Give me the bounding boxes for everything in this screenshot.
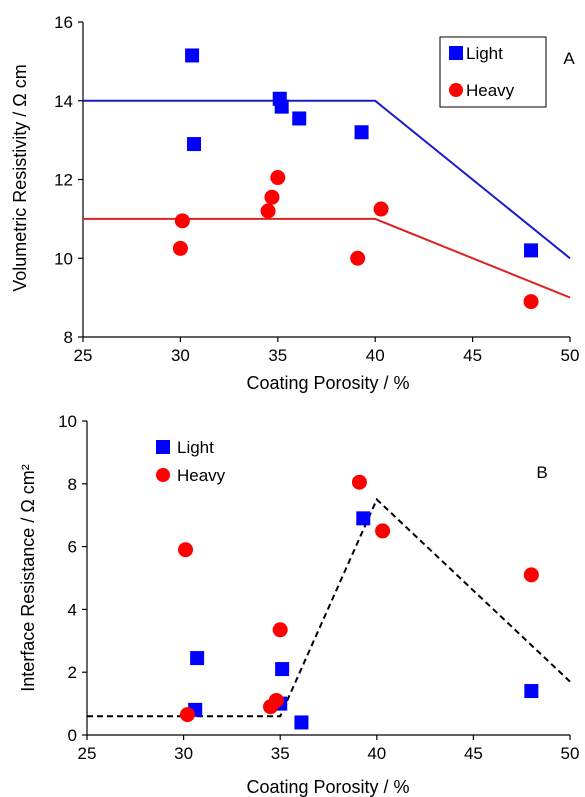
data-point-heavy — [260, 203, 276, 219]
data-point-light — [187, 137, 202, 152]
x-tick-label: 30 — [171, 346, 190, 365]
x-tick-label: 50 — [561, 346, 580, 365]
legend: Light Heavy — [156, 438, 226, 485]
y-tick-label: 16 — [54, 13, 73, 32]
data-point-light — [356, 511, 371, 526]
legend: Light Heavy — [439, 36, 547, 108]
y-tick-label: 8 — [68, 475, 77, 494]
x-axis-label: Coating Porosity / % — [246, 777, 409, 797]
y-tick-label: 12 — [54, 171, 73, 190]
data-point-heavy — [272, 622, 288, 638]
y-axis-title: Volumetric Resistivity / Ω cm — [10, 64, 30, 292]
data-point-heavy — [264, 189, 280, 205]
data-point-light — [294, 715, 309, 730]
data-point-heavy — [523, 294, 539, 310]
data-point-heavy — [178, 542, 194, 558]
plot-area: 25 30 35 40 45 50 8 10 12 14 16 — [54, 13, 579, 365]
y-axis-label: Interface Resistance / Ω cm² — [18, 464, 38, 692]
legend-marker-heavy — [449, 83, 463, 97]
panel-label: B — [536, 463, 547, 482]
y-tick-label: 14 — [54, 92, 73, 111]
x-tick-label: 25 — [78, 744, 97, 763]
trend-line — [83, 217, 571, 299]
y-tick-label: 0 — [68, 726, 77, 745]
legend-marker-heavy — [156, 468, 170, 482]
x-tick-label: 35 — [268, 346, 287, 365]
legend-label-heavy: Heavy — [466, 81, 515, 100]
x-tick-label: 45 — [463, 346, 482, 365]
data-point-light — [524, 684, 539, 699]
data-point-light — [274, 99, 289, 114]
x-tick-label: 45 — [464, 744, 483, 763]
data-point-heavy — [270, 170, 286, 186]
data-point-light — [190, 651, 205, 666]
panel-label: A — [563, 49, 575, 68]
data-point-heavy — [523, 567, 539, 583]
y-tick-label: 6 — [68, 538, 77, 557]
y-tick-label: 10 — [58, 412, 77, 431]
x-tick-label: 50 — [561, 744, 580, 763]
data-point-heavy — [350, 250, 366, 266]
x-tick-label: 25 — [74, 346, 93, 365]
x-tick-label: 30 — [174, 744, 193, 763]
legend-label-light: Light — [466, 44, 503, 63]
x-tick-label: 40 — [366, 346, 385, 365]
legend-label-light: Light — [177, 438, 214, 457]
y-axis-label: Volumetric Resistivity / Ω cm — [10, 64, 30, 292]
data-point-heavy — [268, 692, 284, 708]
y-tick-label: 4 — [68, 600, 77, 619]
chart-b: Interface Resistance / Ω cm² Coating Por… — [18, 412, 579, 797]
y-tick-label: 10 — [54, 249, 73, 268]
data-point-heavy — [373, 201, 389, 217]
data-point-light — [185, 48, 200, 63]
data-point-light — [292, 111, 307, 126]
y-axis-title: Interface Resistance / Ω cm² — [18, 464, 38, 692]
x-tick-label: 40 — [367, 744, 386, 763]
y-tick-label: 2 — [68, 663, 77, 682]
x-axis-label: Coating Porosity / % — [246, 373, 409, 393]
data-point-light — [524, 243, 539, 258]
data-point-heavy — [172, 240, 188, 256]
trend-line — [87, 497, 571, 718]
x-tick-label: 35 — [271, 744, 290, 763]
trend-line — [83, 99, 571, 260]
data-point-light — [354, 125, 369, 140]
data-point-heavy — [375, 523, 391, 539]
plot-area: 25 30 35 40 45 50 0 2 4 6 8 10 — [58, 412, 579, 763]
data-point-heavy — [174, 213, 190, 229]
legend-marker-light — [449, 46, 463, 60]
data-point-light — [275, 662, 290, 677]
legend-label-heavy: Heavy — [177, 466, 226, 485]
legend-marker-light — [156, 440, 170, 454]
y-tick-label: 8 — [64, 328, 73, 347]
chart-a: Volumetric Resistivity / Ω cm Coating Po… — [10, 13, 579, 393]
data-point-heavy — [179, 707, 195, 723]
data-point-heavy — [351, 474, 367, 490]
